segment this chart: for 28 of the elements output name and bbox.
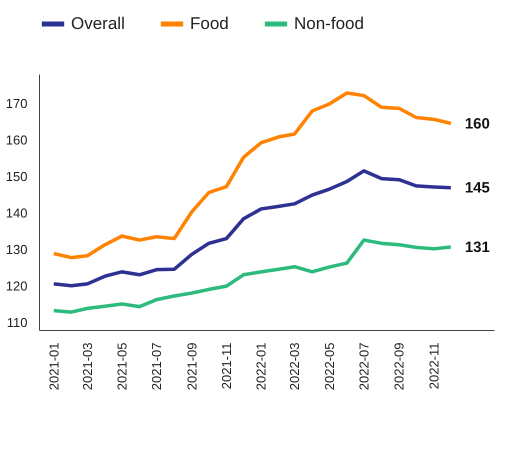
y-tick-label: 150: [6, 168, 28, 184]
x-tick-label: 2021-07: [149, 342, 164, 390]
y-tick-label: 120: [6, 278, 28, 294]
y-tick-label: 110: [6, 315, 28, 330]
annotation: 145: [464, 180, 490, 197]
x-tick-label: 2022-05: [322, 342, 337, 390]
x-tick-label: 2022-11: [426, 342, 442, 390]
y-tick-label: 160: [6, 132, 28, 148]
legend-label: Non-food: [294, 14, 364, 33]
x-tick-label: 2021-01: [46, 342, 62, 390]
x-tick-label: 2022-07: [356, 342, 372, 390]
x-tick-label: 2022-03: [287, 342, 302, 390]
x-tick-label: 2022-09: [392, 342, 407, 390]
legend-label: Overall: [71, 14, 125, 33]
annotation: 160: [464, 115, 490, 132]
y-tick-label: 140: [6, 205, 28, 220]
y-tick-label: 130: [6, 242, 28, 258]
annotation: 131: [464, 238, 490, 256]
y-tick-label: 170: [6, 96, 28, 111]
x-tick-label: 2022-01: [254, 342, 269, 390]
x-tick-label: 2021-05: [114, 342, 130, 390]
x-tick-label: 2021-03: [80, 342, 95, 390]
line-series: [52, 91, 453, 260]
legend-label: Food: [190, 14, 229, 33]
x-tick-label: 2021-11: [218, 342, 234, 390]
x-tick-label: 2021-09: [184, 342, 200, 390]
line-series: [52, 238, 453, 314]
line-series: [52, 169, 453, 288]
